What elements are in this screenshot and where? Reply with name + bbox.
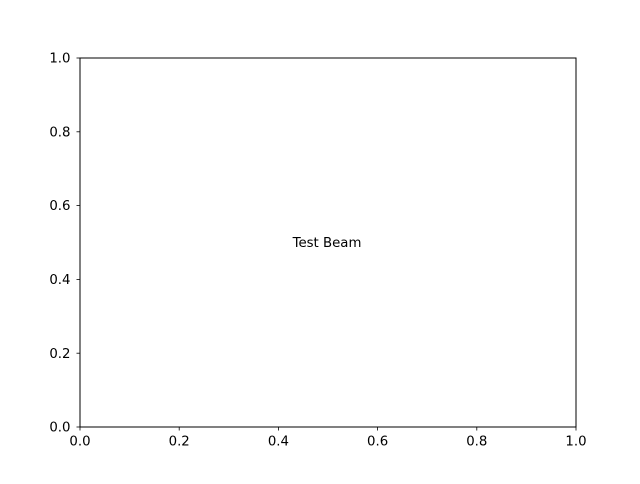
x-tick-label: 0.6 xyxy=(367,435,388,450)
x-tick-label: 1.0 xyxy=(565,435,586,450)
x-tick-label: 0.8 xyxy=(466,435,487,450)
y-tick-label: 0.2 xyxy=(49,347,70,362)
y-tick-label: 0.0 xyxy=(49,421,70,436)
y-tick-label: 1.0 xyxy=(49,52,70,67)
x-tick-label: 0.0 xyxy=(69,435,90,450)
annotations: Test Beam xyxy=(292,236,362,251)
y-tick-label: 0.8 xyxy=(49,125,70,140)
x-tick-label: 0.4 xyxy=(268,435,289,450)
x-axis: 0.0 0.2 0.4 0.6 0.8 1.0 xyxy=(69,427,587,450)
plot-area xyxy=(79,57,577,428)
y-tick-label: 0.6 xyxy=(49,199,70,214)
y-tick-label: 0.4 xyxy=(49,273,70,288)
axes-frame xyxy=(79,57,577,428)
annotation-text: Test Beam xyxy=(292,236,362,251)
y-axis: 0.0 0.2 0.4 0.6 0.8 1.0 xyxy=(49,52,80,436)
x-tick-label: 0.2 xyxy=(169,435,190,450)
